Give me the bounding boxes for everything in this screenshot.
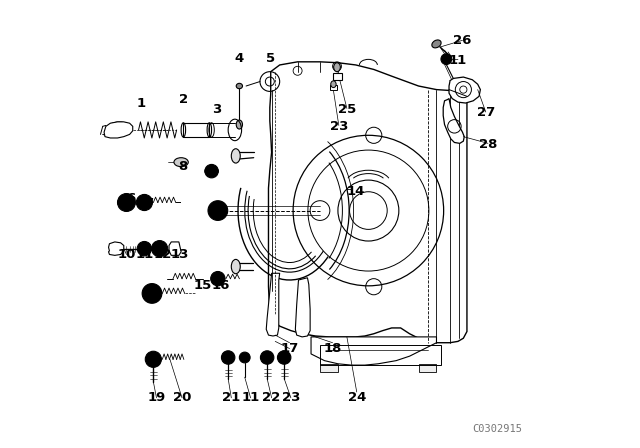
Polygon shape	[109, 242, 124, 255]
Ellipse shape	[432, 40, 441, 48]
Polygon shape	[311, 337, 436, 365]
Text: 27: 27	[477, 105, 495, 119]
Polygon shape	[266, 273, 280, 336]
Text: 12: 12	[153, 248, 172, 261]
Text: 20: 20	[173, 391, 191, 405]
Text: 8: 8	[179, 160, 188, 173]
Circle shape	[205, 164, 218, 178]
Circle shape	[211, 271, 225, 286]
Circle shape	[278, 351, 291, 364]
Text: 24: 24	[348, 391, 366, 405]
Bar	[184, 123, 209, 137]
Circle shape	[441, 54, 452, 65]
Text: 10: 10	[117, 248, 136, 261]
Text: 15: 15	[193, 279, 212, 293]
Text: 11: 11	[135, 248, 154, 261]
Circle shape	[208, 201, 228, 220]
Polygon shape	[269, 62, 467, 343]
Bar	[419, 364, 436, 372]
Polygon shape	[443, 99, 464, 143]
Text: 17: 17	[280, 342, 299, 355]
Circle shape	[143, 284, 161, 302]
Text: 11: 11	[449, 54, 467, 67]
Text: 19: 19	[147, 391, 166, 405]
Circle shape	[239, 352, 250, 363]
Text: 1: 1	[136, 96, 145, 110]
Circle shape	[221, 351, 235, 364]
Ellipse shape	[231, 259, 240, 274]
Text: 9: 9	[207, 164, 216, 178]
Ellipse shape	[174, 158, 188, 167]
Text: 16: 16	[211, 279, 230, 293]
Text: 5: 5	[266, 52, 275, 65]
Ellipse shape	[331, 81, 336, 88]
Text: 7: 7	[144, 197, 154, 211]
Ellipse shape	[333, 63, 340, 72]
Text: 25: 25	[338, 103, 356, 116]
Ellipse shape	[236, 83, 243, 89]
Circle shape	[136, 194, 152, 211]
Polygon shape	[104, 122, 132, 138]
Circle shape	[137, 241, 152, 256]
Bar	[320, 345, 441, 365]
Ellipse shape	[231, 149, 240, 163]
Circle shape	[145, 351, 161, 367]
Text: 28: 28	[479, 138, 497, 151]
Polygon shape	[449, 77, 481, 103]
Circle shape	[260, 351, 274, 364]
Text: 13: 13	[171, 248, 189, 261]
Text: 14: 14	[347, 185, 365, 198]
Text: 18: 18	[323, 342, 342, 355]
Text: 2: 2	[179, 93, 188, 106]
Circle shape	[118, 194, 136, 211]
Text: 4: 4	[235, 52, 244, 65]
Text: 23: 23	[282, 391, 300, 405]
Text: 23: 23	[330, 120, 348, 133]
Text: 26: 26	[453, 34, 472, 47]
Circle shape	[142, 284, 162, 303]
Text: 22: 22	[262, 391, 281, 405]
Polygon shape	[169, 242, 181, 255]
Text: 3: 3	[212, 103, 221, 116]
Bar	[330, 85, 337, 90]
Polygon shape	[296, 278, 310, 337]
Text: 6: 6	[126, 191, 136, 205]
Text: C0302915: C0302915	[472, 424, 522, 434]
Ellipse shape	[236, 120, 243, 129]
Text: 21: 21	[222, 391, 241, 405]
Circle shape	[152, 241, 168, 257]
Text: 11: 11	[241, 391, 260, 405]
Bar	[320, 364, 338, 372]
Bar	[333, 73, 342, 80]
